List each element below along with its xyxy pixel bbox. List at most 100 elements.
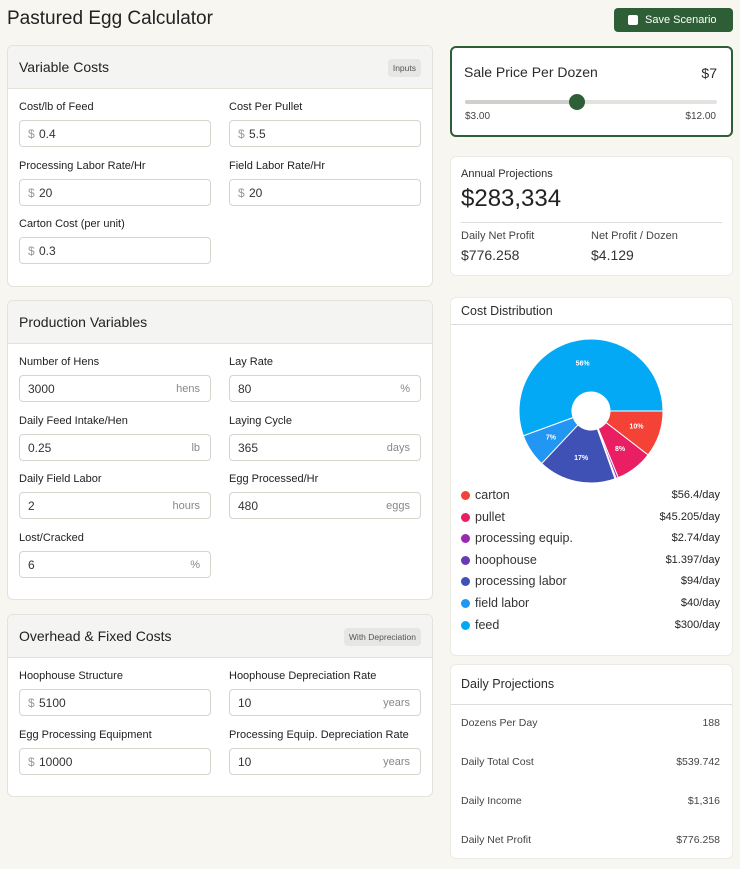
field-label: Laying Cycle (229, 414, 292, 427)
input-suffix: % (190, 558, 200, 571)
legend-label: processing equip. (475, 531, 573, 546)
row-value: 188 (702, 717, 720, 729)
legend-label: field labor (475, 596, 530, 610)
input-suffix: days (386, 441, 410, 454)
input-suffix: % (400, 383, 410, 395)
row-label: Daily Total Cost (461, 756, 534, 768)
field-label: Egg Processed/Hr (229, 473, 319, 485)
legend-swatch (461, 599, 470, 608)
field-label: Lay Rate (229, 356, 274, 368)
pie-slice (518, 338, 664, 437)
input-field[interactable]: $5100 (19, 689, 211, 716)
slider-min: $3.00 (465, 111, 491, 122)
metric-label: Net Profit / Dozen (591, 230, 678, 242)
input-suffix: hours (172, 500, 200, 512)
input-field[interactable]: 365 days (229, 433, 421, 461)
section-badge: With Depreciation (343, 628, 421, 646)
slice-label: 10% (629, 423, 644, 430)
input-value: 2 (28, 499, 35, 513)
input-value: 3000 (28, 382, 55, 396)
metric-value: $4.129 (591, 247, 634, 263)
sale-price-card: Sale Price Per Dozen $7 $3.00 $12.00 (450, 46, 733, 137)
section-badge: Inputs (387, 59, 421, 77)
slider-track[interactable] (465, 100, 717, 104)
input-value: 10 (238, 754, 252, 769)
legend-swatch (461, 555, 470, 565)
sale-price-value: $7 (701, 65, 717, 81)
input-field[interactable]: $20 (19, 178, 211, 206)
legend-label: carton (475, 488, 510, 502)
slice-label: 8% (615, 446, 626, 453)
input-field[interactable]: $5.5 (229, 120, 421, 147)
row-label: Dozens Per Day (461, 717, 538, 729)
section-header (8, 46, 432, 89)
field-label: Number of Hens (19, 356, 100, 368)
legend-value: $56.4/day (671, 489, 720, 501)
legend-swatch (461, 620, 470, 630)
chart-title: Cost Distribution (461, 304, 553, 318)
input-field[interactable]: $10000 (19, 747, 211, 775)
input-field[interactable]: 6% (19, 550, 211, 578)
slice-label: 56% (576, 361, 591, 368)
slider-knob[interactable] (569, 94, 585, 110)
metric-label: Daily Net Profit (461, 230, 535, 242)
input-value: 6 (28, 557, 35, 572)
input-value: 80 (238, 382, 252, 396)
save-button[interactable]: Save Scenario (614, 8, 733, 32)
field-label: Hoophouse Depreciation Rate (229, 670, 377, 682)
row-label: Daily Net Profit (461, 834, 532, 846)
input-suffix: years (383, 697, 410, 709)
legend-label: processing labor (475, 574, 567, 589)
input-field[interactable]: 0.25 lb (19, 433, 211, 461)
row-value: $1,316 (687, 795, 720, 807)
field-label: Carton Cost (per unit) (19, 218, 125, 230)
input-field[interactable]: 10 years (229, 689, 421, 716)
field-label: Processing Equip. Depreciation Rate (229, 728, 409, 741)
annual-card: Annual Projections $283,334 Daily Net Prof… (450, 156, 733, 276)
input-field[interactable]: $20 (229, 178, 421, 206)
input-suffix: eggs (386, 500, 410, 512)
input-suffix: hens (176, 383, 200, 395)
legend-swatch (461, 491, 470, 500)
input-value: 20 (249, 185, 263, 200)
input-suffix: lb (191, 441, 200, 454)
page-title: Pastured Egg Calculator (7, 8, 213, 29)
input-field[interactable]: 3000 hens (19, 375, 211, 402)
section-card: Overhead & Fixed Costs With Depreciation H… (7, 614, 433, 797)
chart-card: Cost Distribution 10% 8% 17% 7% 56% carton $56.… (450, 297, 733, 656)
slider-max: $12.00 (685, 111, 716, 122)
input-value: 480 (238, 499, 259, 513)
divider (461, 222, 722, 223)
input-prefix: $ (28, 244, 35, 258)
input-field[interactable]: $0.3 (19, 237, 211, 264)
input-field[interactable]: 480 eggs (229, 492, 421, 519)
legend-value: $40/day (680, 597, 720, 609)
pie-slice (540, 424, 616, 484)
annual-value: $283,334 (461, 185, 562, 212)
row-value: $539.742 (676, 756, 720, 768)
input-prefix: $ (28, 127, 35, 141)
button-label: Save Scenario (645, 14, 717, 26)
input-field[interactable]: 10 years (229, 747, 421, 775)
legend-value: $1.397/day (665, 553, 720, 566)
daily-title: Daily Projections (461, 677, 555, 691)
section-card: Production Variables Number of Hens 3000 he… (7, 300, 433, 600)
input-field[interactable]: 2 hours (19, 492, 211, 519)
input-prefix: $ (238, 185, 245, 200)
section-title: Overhead & Fixed Costs (19, 628, 172, 644)
pie-chart: 10% 8% 17% 7% 56% (518, 338, 664, 484)
input-field[interactable]: 80% (229, 375, 421, 402)
field-label: Daily Feed Intake/Hen (19, 414, 128, 427)
section-title: Variable Costs (19, 59, 110, 75)
slider-fill (465, 100, 577, 104)
divider (451, 704, 732, 705)
row-value: $776.258 (676, 834, 720, 846)
input-prefix: $ (28, 185, 35, 200)
save-icon (628, 15, 638, 25)
row-label: Daily Income (461, 795, 522, 807)
slice-label: 7% (546, 434, 557, 441)
sale-price-label: Sale Price Per Dozen (464, 64, 598, 80)
legend-value: $300/day (674, 618, 720, 631)
input-field[interactable]: $0.4 (19, 120, 211, 147)
input-value: 10000 (39, 754, 73, 769)
